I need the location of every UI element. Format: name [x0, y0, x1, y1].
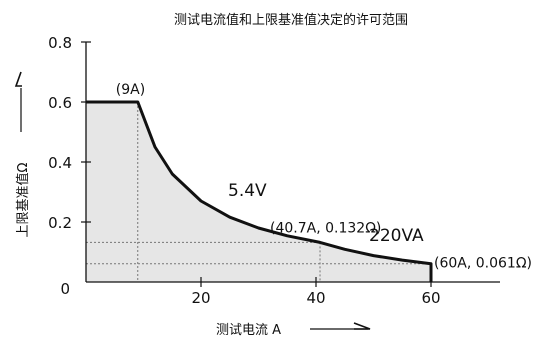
- x-axis-arrow-head: [353, 322, 371, 330]
- annotation-60a: (60A, 0.061Ω): [434, 256, 532, 272]
- y-tick-label-4: 0.8: [48, 34, 72, 52]
- y-tick-label-0: 0: [60, 280, 70, 298]
- limit-curve: [86, 100, 433, 282]
- annotation-220va: 220VA: [369, 226, 424, 246]
- y-axis-label: 上限基准值Ω: [15, 162, 31, 237]
- x-axis-label-group: 测试电流 A: [216, 322, 371, 338]
- annotation-9a: (9A): [116, 82, 145, 98]
- y-tick-label-1: 0.2: [48, 214, 72, 232]
- y-tick-label-2: 0.4: [48, 154, 72, 172]
- permitted-area: [86, 102, 431, 282]
- x-axis-label: 测试电流 A: [216, 323, 281, 338]
- x-tick-label-2: 60: [421, 289, 440, 307]
- y-axis-arrow-head: [14, 71, 22, 87]
- annotation-5-4v: 5.4V: [228, 181, 267, 201]
- annotation-40-7a: (40.7A, 0.132Ω): [270, 220, 381, 236]
- chart-title: 测试电流值和上限基准值决定的许可范围: [174, 12, 408, 28]
- x-tick-label-1: 40: [306, 289, 325, 307]
- y-axis-label-group: 上限基准值Ω: [14, 71, 31, 237]
- y-tick-label-3: 0.6: [48, 94, 72, 112]
- x-tick-label-0: 20: [191, 289, 210, 307]
